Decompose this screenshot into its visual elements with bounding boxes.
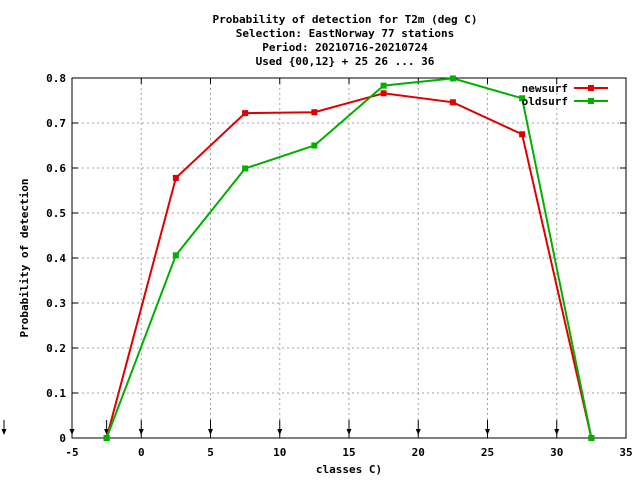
oldsurf-point [172, 252, 179, 259]
x-axis-label: classes C) [316, 463, 382, 476]
oldsurf-point [588, 435, 595, 441]
class-marker-arrowhead [1, 429, 7, 435]
y-axis-ticks: 0 0.1 0.2 0.3 0.4 0.5 0.6 0.7 0.8 [46, 72, 626, 445]
legend-swatch-marker [588, 98, 594, 104]
oldsurf-line [105, 77, 593, 439]
chart-title: Probability of detection for T2m (deg C)… [213, 13, 478, 68]
x-tick-label: 35 [619, 446, 632, 459]
newsurf-point [172, 174, 179, 181]
series-oldsurf [103, 75, 595, 441]
class-marker-arrowhead [277, 429, 283, 435]
x-tick-label: 10 [273, 446, 286, 459]
title-line: Period: 20210716-20210724 [262, 41, 428, 54]
x-tick-label: 0 [138, 446, 145, 459]
x-axis-ticks: -5 0 5 10 15 20 25 30 35 [65, 78, 633, 459]
newsurf-point [242, 110, 249, 117]
class-marker-arrowhead [138, 429, 144, 435]
x-tick-label: 15 [342, 446, 355, 459]
y-tick-label: 0.5 [46, 207, 66, 220]
class-marker-arrowhead [208, 429, 213, 435]
data-series [103, 75, 595, 441]
y-tick-label: 0.3 [46, 297, 66, 310]
oldsurf-point [449, 75, 456, 82]
x-tick-label: 30 [550, 446, 563, 459]
newsurf-point [380, 90, 387, 97]
x-tick-label: 20 [412, 446, 425, 459]
newsurf-point [519, 131, 526, 138]
x-tick-label: 25 [481, 446, 494, 459]
class-marker-arrowhead [415, 429, 421, 435]
newsurf-line [105, 92, 593, 439]
class-marker-arrowhead [554, 429, 560, 435]
title-line: Probability of detection for T2m (deg C) [213, 13, 478, 26]
grid [72, 78, 626, 438]
oldsurf-point [311, 142, 318, 149]
y-tick-label: 0.4 [46, 252, 66, 265]
oldsurf-point [519, 95, 526, 102]
x-tick-label: -5 [65, 446, 78, 459]
y-tick-label: 0.2 [46, 342, 66, 355]
class-marker-arrowhead [69, 429, 75, 435]
class-marker-arrowhead [346, 429, 352, 435]
legend-swatch-marker [588, 85, 594, 91]
oldsurf-point [103, 435, 110, 441]
legend-label: newsurf [522, 82, 568, 95]
class-markers [1, 420, 560, 435]
y-tick-label: 0.7 [46, 117, 66, 130]
title-line: Used {00,12} + 25 26 ... 36 [256, 55, 435, 68]
newsurf-point [311, 109, 318, 116]
y-axis-label: Probability of detection [18, 179, 31, 338]
y-tick-label: 0.6 [46, 162, 66, 175]
oldsurf-point [380, 82, 387, 89]
oldsurf-point [242, 165, 249, 172]
newsurf-point [449, 99, 456, 106]
y-tick-label: 0.1 [46, 387, 66, 400]
class-marker-arrowhead [485, 429, 490, 435]
y-tick-label: 0 [59, 432, 66, 445]
title-line: Selection: EastNorway 77 stations [236, 27, 455, 40]
legend-label: oldsurf [522, 95, 568, 108]
x-tick-label: 5 [207, 446, 214, 459]
y-tick-label: 0.8 [46, 72, 66, 85]
